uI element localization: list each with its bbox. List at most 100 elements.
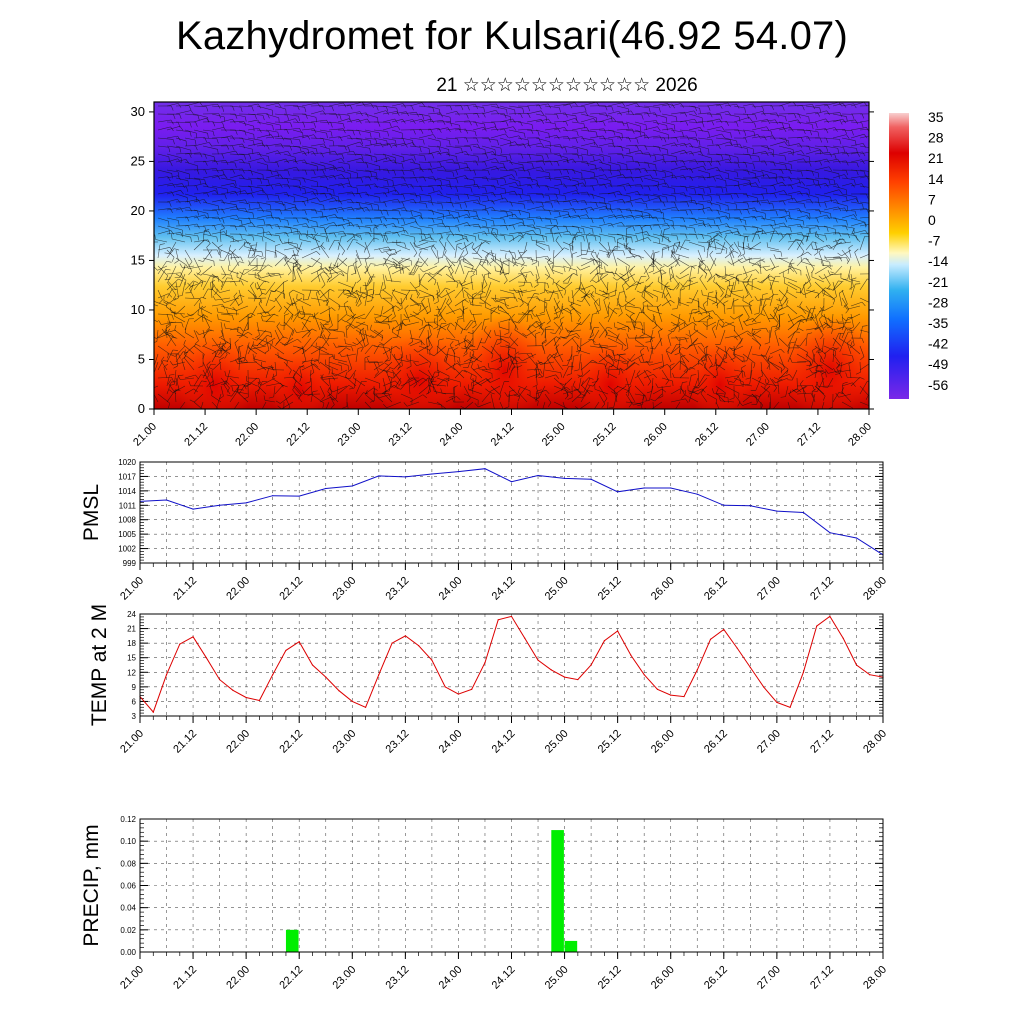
wind-barb-flag (510, 201, 513, 207)
wind-barb-flag (739, 339, 743, 345)
wind-barb (814, 305, 825, 319)
wind-barb (541, 342, 546, 355)
wind-barb-flag (709, 240, 715, 243)
wind-barb-flag (735, 203, 738, 210)
wind-barb-flag (448, 226, 451, 232)
wind-barb (823, 273, 831, 286)
wind-barb (188, 265, 204, 270)
wind-barb (307, 235, 321, 243)
wind-barb-flag (839, 139, 842, 145)
wind-barb (535, 281, 548, 284)
wind-barb-flag (620, 276, 625, 281)
wind-barb-flag (729, 249, 734, 253)
wind-barb (832, 145, 844, 148)
wind-barb-flag (307, 149, 310, 155)
wind-barb (418, 168, 431, 171)
wind-barb-flag (335, 208, 338, 213)
wind-barb-flag (178, 278, 183, 282)
wind-barb (688, 151, 701, 155)
wind-barb (509, 336, 519, 347)
wind-barb-flag (210, 276, 216, 278)
wind-barb (379, 281, 384, 295)
wind-barb-flag (413, 155, 416, 161)
wind-barb (499, 160, 511, 163)
wind-barb (787, 265, 801, 271)
wind-barb (760, 119, 776, 123)
wind-barb-flag (574, 235, 577, 241)
wind-barb-flag (295, 206, 299, 212)
wind-barb (190, 281, 204, 287)
wind-barb (350, 281, 357, 294)
wind-barb (256, 335, 268, 347)
wind-barb-flag (456, 186, 458, 192)
wind-barb-flag (325, 267, 330, 272)
wind-barb-flag (234, 191, 238, 196)
wind-barb (559, 319, 564, 331)
wind-barb (688, 175, 703, 179)
wind-barb (436, 289, 439, 302)
wind-barb-flag (752, 330, 756, 336)
wind-barb (256, 153, 269, 157)
wind-barb-flag (636, 290, 642, 294)
wind-barb (823, 313, 828, 326)
wind-barb (751, 151, 766, 155)
wind-barb-flag (574, 335, 580, 339)
wind-barb-flag (518, 135, 522, 141)
wind-barb (625, 191, 638, 195)
wind-barb-flag (478, 196, 481, 202)
wind-barb (320, 246, 330, 259)
wind-barb-flag (287, 220, 289, 226)
wind-barb (219, 345, 231, 358)
wind-barb (553, 126, 565, 131)
wind-barb (778, 305, 789, 311)
wind-barb (562, 335, 576, 347)
wind-barb-flag (737, 253, 742, 258)
wind-barb-flag (237, 326, 239, 332)
wind-barb (706, 160, 719, 163)
wind-barb-flag (690, 176, 694, 181)
wind-barb (155, 239, 168, 243)
wind-barb-flag (808, 156, 811, 162)
wind-barb-flag (652, 325, 657, 330)
wind-barb (553, 176, 569, 179)
wind-barb (310, 297, 327, 302)
wind-barb-flag (617, 333, 620, 339)
wind-barb-flag (645, 341, 651, 343)
wind-barb-flag (837, 252, 842, 257)
wind-barb (256, 193, 268, 196)
wind-barb-flag (823, 324, 828, 329)
wind-barb (436, 322, 451, 331)
wind-barb (731, 293, 744, 299)
wind-barb (688, 113, 703, 118)
wind-barb-flag (172, 337, 178, 339)
wind-barb-flag (433, 326, 438, 330)
wind-barb-flag (546, 320, 551, 325)
wind-barb-flag (610, 116, 613, 122)
wind-barb (499, 224, 513, 227)
wind-barb (751, 230, 764, 235)
wind-barb-flag (770, 130, 773, 136)
wind-barb (724, 177, 739, 182)
wind-barb-flag (593, 172, 596, 178)
wind-barb (382, 297, 395, 308)
wind-barb (580, 161, 596, 166)
wind-barb (292, 151, 304, 155)
wind-barb-flag (623, 185, 626, 191)
wind-barb (481, 345, 494, 354)
wind-barb-flag (593, 260, 595, 266)
wind-barb-flag (204, 169, 208, 175)
wind-barb (751, 135, 764, 139)
wind-barb (859, 120, 869, 123)
wind-barb (256, 321, 260, 336)
wind-barb-flag (474, 131, 477, 137)
wind-barb-flag (745, 283, 749, 288)
wind-barb-flag (359, 193, 362, 199)
wind-barb-flag (518, 210, 521, 216)
wind-barb (418, 353, 431, 363)
wind-barb (229, 121, 245, 123)
wind-barb-flag (307, 135, 311, 140)
wind-barb-flag (572, 236, 578, 238)
wind-barb (594, 343, 609, 347)
wind-barb (319, 150, 335, 155)
wind-barb (508, 221, 522, 227)
